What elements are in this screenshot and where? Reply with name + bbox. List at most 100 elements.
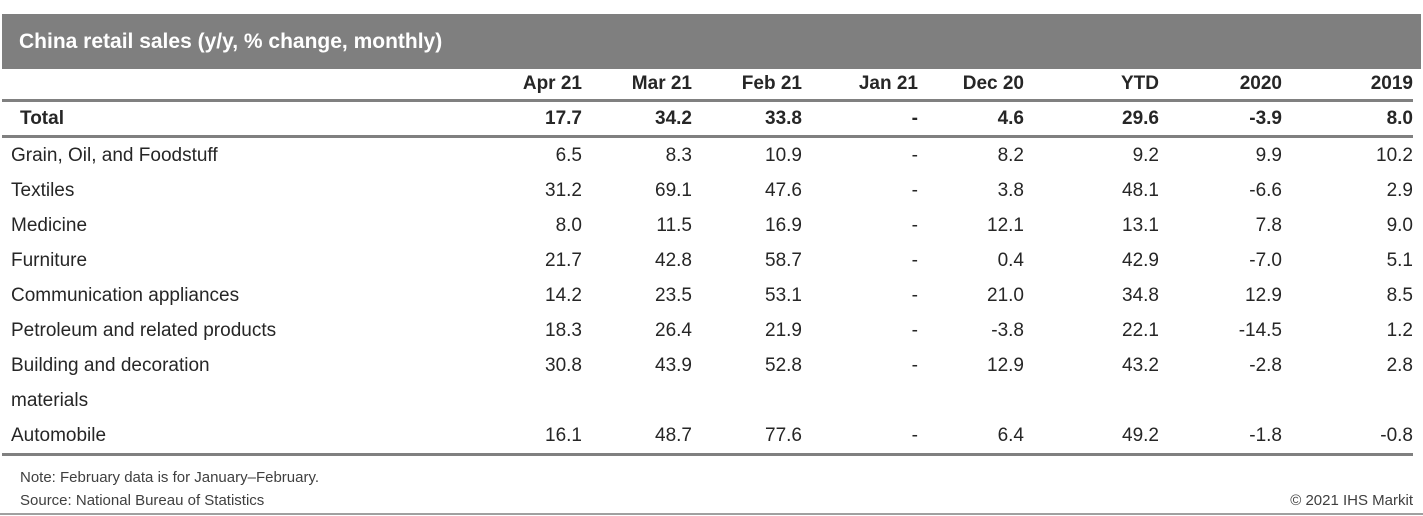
row-label: Textiles bbox=[11, 179, 75, 201]
cell-value: -7.0 bbox=[1249, 249, 1282, 271]
row-label: Furniture bbox=[11, 249, 88, 271]
cell-value: - bbox=[911, 249, 918, 271]
row-label-header bbox=[2, 69, 472, 102]
cell-value: 26.4 bbox=[655, 319, 692, 341]
cell-value: 43.2 bbox=[1122, 354, 1159, 376]
cell-value: 9.9 bbox=[1255, 144, 1282, 166]
table-footer: Note: February data is for January–Febru… bbox=[2, 466, 1413, 512]
cell-value: 21.7 bbox=[545, 249, 582, 271]
cell-value: -2.8 bbox=[1249, 354, 1282, 376]
table-row: Building and decoration materials 30.8 43.… bbox=[2, 348, 1413, 418]
cell-value: 2.9 bbox=[1386, 179, 1413, 201]
col-header-ytd: YTD bbox=[1024, 69, 1159, 102]
cell-value: 12.9 bbox=[1245, 284, 1282, 306]
copyright-text: © 2021 IHS Markit bbox=[1290, 492, 1413, 509]
table-title-bar: China retail sales (y/y, % change, month… bbox=[2, 14, 1421, 69]
cell-value: 23.5 bbox=[655, 284, 692, 306]
cell-value: 53.1 bbox=[765, 284, 802, 306]
cell-value: - bbox=[802, 417, 918, 456]
cell-value: 12.1 bbox=[987, 214, 1024, 236]
cell-value: 14.2 bbox=[545, 284, 582, 306]
table-row: Grain, Oil, and Foodstuff 6.5 8.3 10.9 - 8.2 9… bbox=[2, 136, 1413, 173]
cell-value: -3.9 bbox=[1159, 100, 1282, 138]
row-label: Automobile bbox=[2, 417, 472, 456]
cell-value: 22.1 bbox=[1122, 319, 1159, 341]
cell-value: 6.4 bbox=[918, 417, 1024, 456]
cell-value: 10.9 bbox=[765, 144, 802, 166]
cell-value: 1.2 bbox=[1386, 319, 1413, 341]
cell-value: 52.8 bbox=[765, 354, 802, 376]
table-row: Medicine 8.0 11.5 16.9 - 12.1 13.1 7.8 9.0 bbox=[2, 208, 1413, 243]
cell-value: 4.6 bbox=[918, 100, 1024, 138]
cell-value: - bbox=[911, 354, 918, 376]
cell-value: 69.1 bbox=[655, 179, 692, 201]
note-text: Note: February data is for January–Febru… bbox=[20, 469, 320, 486]
cell-value: -0.8 bbox=[1282, 417, 1413, 456]
cell-value: 8.3 bbox=[665, 144, 692, 166]
table-row: Communication appliances 14.2 23.5 53.1 - 21.… bbox=[2, 278, 1413, 313]
cell-value: 18.3 bbox=[545, 319, 582, 341]
cell-value: - bbox=[911, 284, 918, 306]
cell-value: 21.9 bbox=[765, 319, 802, 341]
cell-value: 43.9 bbox=[655, 354, 692, 376]
row-label: Communication appliances bbox=[11, 284, 240, 306]
cell-value: 8.0 bbox=[1282, 100, 1413, 138]
cell-value: 29.6 bbox=[1024, 100, 1159, 138]
cell-value: 12.9 bbox=[987, 354, 1024, 376]
table-row: Furniture 21.7 42.8 58.7 - 0.4 42.9 -7.0 5.1 bbox=[2, 243, 1413, 278]
cell-value: 42.9 bbox=[1122, 249, 1159, 271]
row-label: Grain, Oil, and Foodstuff bbox=[11, 144, 218, 166]
cell-value: - bbox=[802, 100, 918, 138]
cell-value: 21.0 bbox=[987, 284, 1024, 306]
col-header-mar-21: Mar 21 bbox=[582, 69, 692, 102]
cell-value: 30.8 bbox=[545, 354, 582, 376]
cell-value: 0.4 bbox=[997, 249, 1024, 271]
cell-value: 9.0 bbox=[1386, 214, 1413, 236]
source-text: Source: National Bureau of Statistics bbox=[20, 492, 265, 509]
cell-value: -1.8 bbox=[1159, 417, 1282, 456]
col-header-dec-20: Dec 20 bbox=[918, 69, 1024, 102]
cell-value: 3.8 bbox=[997, 179, 1024, 201]
cell-value: -3.8 bbox=[991, 319, 1024, 341]
cell-value: 8.5 bbox=[1386, 284, 1413, 306]
bottom-divider bbox=[0, 513, 1423, 515]
table-title: China retail sales (y/y, % change, month… bbox=[19, 29, 443, 53]
cell-value: 48.7 bbox=[582, 417, 692, 456]
cell-value: 49.2 bbox=[1024, 417, 1159, 456]
cell-value: 47.6 bbox=[765, 179, 802, 201]
col-header-apr-21: Apr 21 bbox=[472, 69, 582, 102]
table-row: Petroleum and related products 18.3 26.4 21… bbox=[2, 313, 1413, 348]
cell-value: 31.2 bbox=[545, 179, 582, 201]
cell-value: 13.1 bbox=[1122, 214, 1159, 236]
cell-value: 10.2 bbox=[1376, 144, 1413, 166]
cell-value: 8.0 bbox=[555, 214, 582, 236]
row-label: Total bbox=[2, 100, 472, 138]
cell-value: - bbox=[911, 214, 918, 236]
retail-sales-table: Apr 21 Mar 21 Feb 21 Jan 21 Dec 20 YTD 2… bbox=[2, 69, 1413, 456]
col-header-jan-21: Jan 21 bbox=[802, 69, 918, 102]
table-row: Automobile 16.1 48.7 77.6-6.4 49.2 -1.8 -0.8 bbox=[2, 417, 1413, 456]
cell-value: - bbox=[911, 319, 918, 341]
cell-value: 8.2 bbox=[997, 144, 1024, 166]
cell-value: 42.8 bbox=[655, 249, 692, 271]
row-label: Medicine bbox=[11, 214, 88, 236]
header-row: Apr 21 Mar 21 Feb 21 Jan 21 Dec 20 YTD 2… bbox=[2, 69, 1413, 102]
cell-value: 33.8 bbox=[692, 100, 802, 138]
cell-value: 17.7 bbox=[472, 100, 582, 138]
cell-value: 2.8 bbox=[1386, 354, 1413, 376]
cell-value: 16.1 bbox=[472, 417, 582, 456]
col-header-feb-21: Feb 21 bbox=[692, 69, 802, 102]
cell-value: 16.9 bbox=[765, 214, 802, 236]
table-row: Textiles 31.2 69.1 47.6 - 3.8 48.1 -6.6 2.9 bbox=[2, 173, 1413, 208]
cell-value: 5.1 bbox=[1386, 249, 1413, 271]
cell-value: 7.8 bbox=[1255, 214, 1282, 236]
cell-value: -14.5 bbox=[1238, 319, 1282, 341]
row-label: Petroleum and related products bbox=[11, 319, 277, 341]
cell-value: 11.5 bbox=[656, 214, 692, 236]
cell-value: - bbox=[911, 179, 918, 201]
cell-value: 34.2 bbox=[582, 100, 692, 138]
cell-value: 6.5 bbox=[555, 144, 582, 166]
cell-value: -6.6 bbox=[1249, 179, 1282, 201]
col-header-2020: 2020 bbox=[1159, 69, 1282, 102]
total-row: Total 17.7 34.2 33.8-4.6 29.6 -3.9 8.0 bbox=[2, 100, 1413, 138]
